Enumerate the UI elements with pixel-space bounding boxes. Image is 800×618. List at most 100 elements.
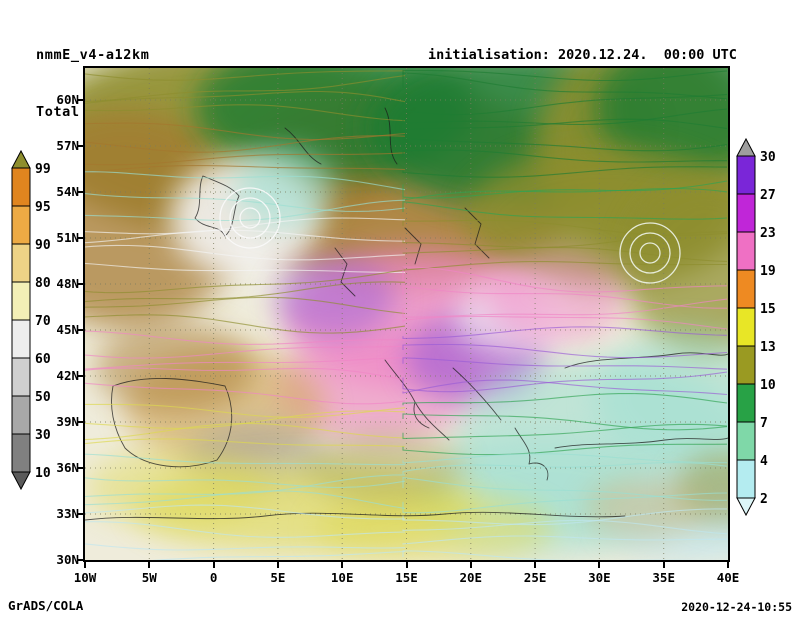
streamline xyxy=(402,137,728,152)
streamline xyxy=(85,382,406,405)
streamline xyxy=(85,262,405,273)
colorbar-tick-label: 27 xyxy=(760,188,776,203)
lon-tick-label: 15E xyxy=(395,570,418,585)
streamline xyxy=(402,535,727,545)
cyclone-swirl xyxy=(619,222,681,284)
lat-tick-label: 42N xyxy=(56,368,79,383)
streamline xyxy=(85,453,406,466)
lon-tick-label: 0 xyxy=(209,570,218,585)
lat-tick xyxy=(77,375,83,377)
colorbar-tick-label: 10 xyxy=(35,466,51,481)
streamline xyxy=(85,171,406,191)
cloud-cover-colorbar: 99 95 90 80 70 60 50 30 10 xyxy=(11,149,51,491)
lat-tick xyxy=(77,237,83,239)
lon-tick-label: 30E xyxy=(588,570,611,585)
streamline xyxy=(85,521,406,538)
lat-tick xyxy=(77,513,83,515)
colorbar-tick-label: 50 xyxy=(35,390,51,405)
lon-tick-label: 5W xyxy=(141,570,157,585)
lat-tick xyxy=(77,421,83,423)
colorbar-tick-label: 23 xyxy=(760,226,776,241)
streamline xyxy=(85,229,406,244)
streamline xyxy=(85,403,406,418)
streamline xyxy=(402,231,728,248)
streamline xyxy=(402,476,728,501)
streamline xyxy=(402,423,728,440)
streamline xyxy=(85,345,406,359)
streamline xyxy=(402,187,728,201)
streamline xyxy=(402,298,728,318)
streamline xyxy=(85,281,406,303)
streamline xyxy=(150,550,406,560)
lon-tick-label: 10W xyxy=(73,570,97,585)
map-canvas xyxy=(85,68,728,560)
streamline xyxy=(85,269,406,294)
streamline xyxy=(402,379,728,396)
model-name: nmmE_v4-a12km xyxy=(36,47,150,63)
creation-timestamp: 2020-12-24-10:55 xyxy=(681,600,792,614)
lon-tick-label: 20E xyxy=(459,570,483,585)
streamline xyxy=(85,244,406,261)
streamline xyxy=(85,296,406,315)
streamline xyxy=(402,118,728,131)
streamline xyxy=(402,72,728,100)
colorbar-tick-label: 30 xyxy=(35,428,51,443)
streamline xyxy=(402,519,728,535)
streamline xyxy=(85,477,406,488)
streamline xyxy=(402,285,727,309)
colorbar-tick-label: 30 xyxy=(760,150,776,165)
streamline xyxy=(402,413,728,431)
lat-tick xyxy=(77,283,83,285)
wind-speed-colorbar: 30 27 23 19 15 13 10 7 4 2 xyxy=(736,137,776,517)
streamline xyxy=(402,260,727,271)
streamline xyxy=(402,246,728,262)
streamline xyxy=(402,108,728,126)
streamline xyxy=(85,152,406,166)
streamline xyxy=(85,356,406,370)
colorbar-tick-label: 19 xyxy=(760,264,776,279)
streamline xyxy=(85,367,406,381)
lat-tick-label: 39N xyxy=(56,414,79,429)
streamline xyxy=(402,371,728,393)
streamline xyxy=(402,550,698,560)
streamline xyxy=(402,326,728,340)
streamline xyxy=(402,357,728,370)
streamline xyxy=(85,70,406,81)
lat-tick-label: 30N xyxy=(56,552,79,567)
streamline xyxy=(85,438,406,448)
streamline xyxy=(85,104,406,122)
lat-tick xyxy=(77,559,83,561)
lat-tick-label: 60N xyxy=(56,92,79,107)
map-frame: 60N 57N 54N 51N 48N 45N 42N 39N 36N 33N 30N 10W 5W 0 5… xyxy=(56,66,739,585)
streamline xyxy=(85,543,406,551)
colorbar-tick-label: 90 xyxy=(35,238,51,253)
streamline xyxy=(85,199,406,222)
cyclone-swirl xyxy=(229,197,271,239)
lat-tick-label: 51N xyxy=(56,230,79,245)
colorbar-tick-label: 95 xyxy=(35,200,51,215)
lon-tick xyxy=(662,562,665,568)
colorbar-tick-label: 13 xyxy=(760,340,776,355)
lat-tick-label: 48N xyxy=(56,276,79,291)
lon-tick xyxy=(341,562,344,568)
colorbar-tick-label: 70 xyxy=(35,314,51,329)
streamline xyxy=(85,90,406,104)
streamline xyxy=(402,343,728,359)
cyclone-swirl xyxy=(629,232,671,274)
streamline xyxy=(402,453,728,464)
streamline xyxy=(402,69,728,82)
cyclone-swirl xyxy=(639,242,661,264)
lon-tick-label: 40E xyxy=(716,570,740,585)
streamline xyxy=(85,410,406,429)
streamline xyxy=(85,122,406,141)
streamline xyxy=(402,266,728,293)
lon-tick-label: 35E xyxy=(652,570,675,585)
cyclone-swirl xyxy=(239,207,261,229)
streamline xyxy=(402,219,728,236)
streamline xyxy=(85,330,405,345)
lon-tick xyxy=(276,562,279,568)
colorbar-tick-label: 99 xyxy=(35,162,51,177)
streamline xyxy=(402,201,728,220)
lat-tick-label: 36N xyxy=(56,460,79,475)
lon-tick xyxy=(212,562,215,568)
